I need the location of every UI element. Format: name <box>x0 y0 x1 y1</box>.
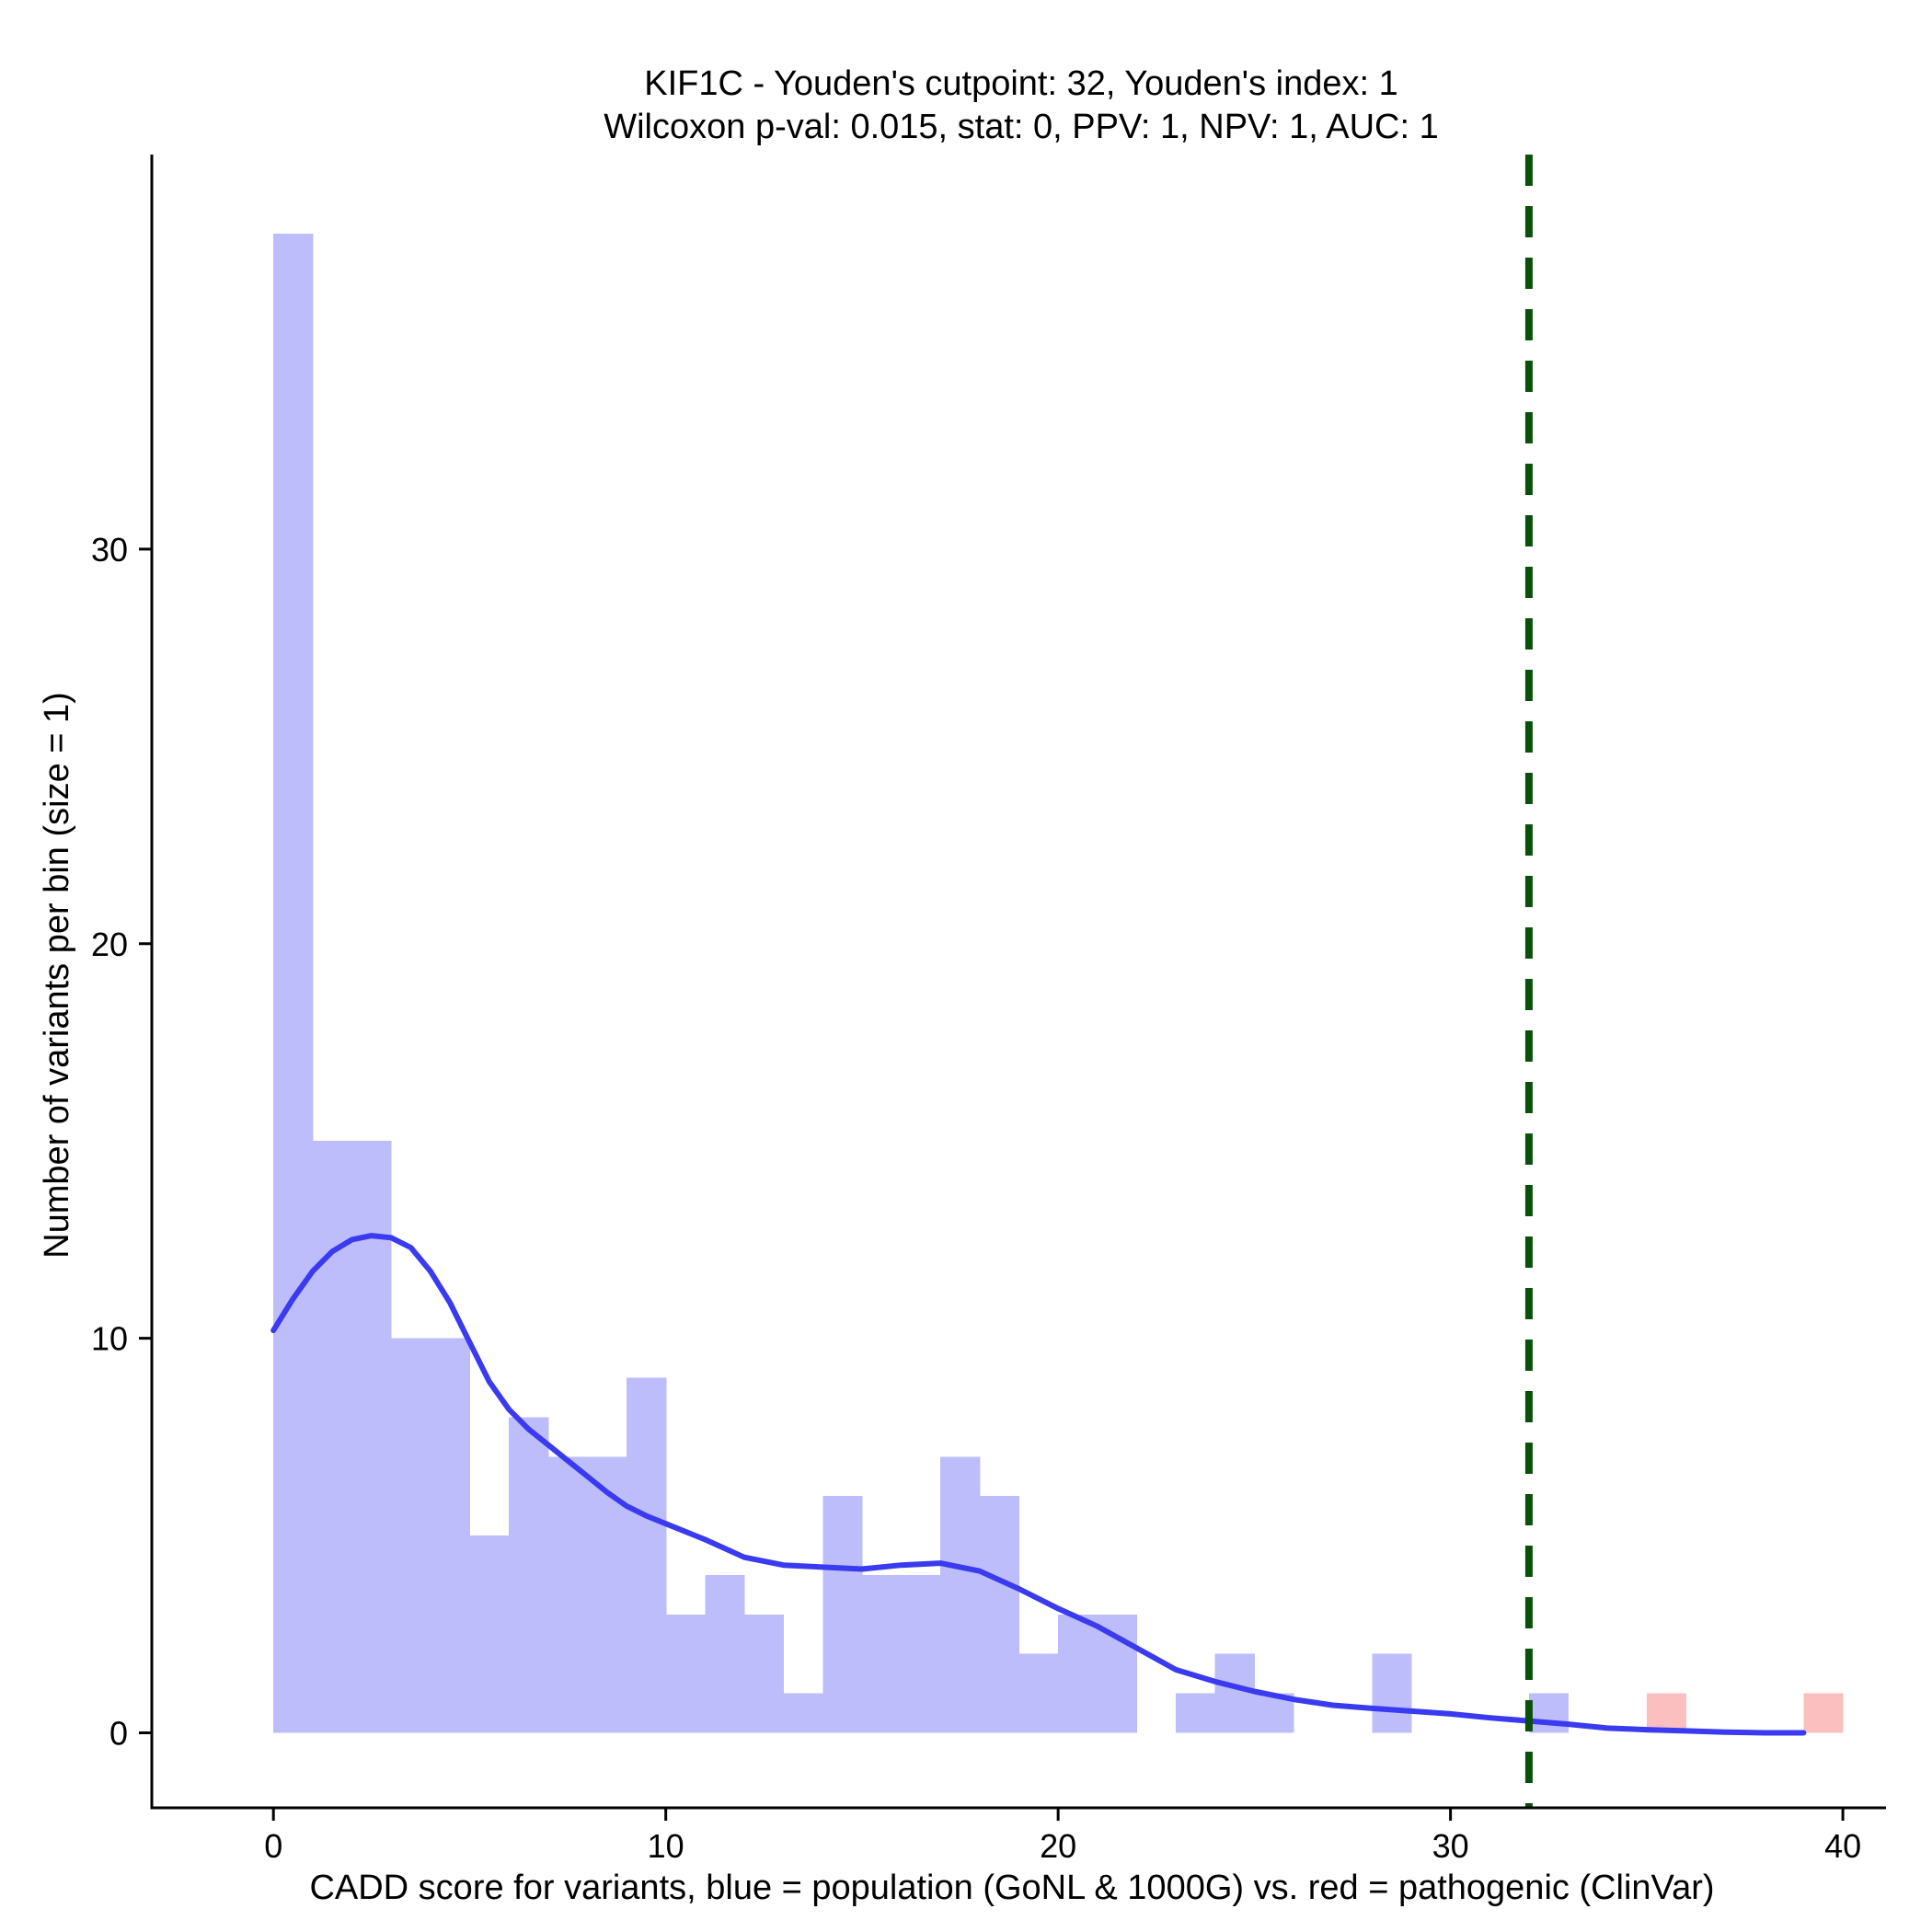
pathogenic-bar-35 <box>1646 1693 1687 1733</box>
population-bar-7 <box>547 1456 588 1733</box>
population-bar-2 <box>351 1141 392 1733</box>
x-axis-label: CADD score for variants, blue = populati… <box>309 1869 1714 1907</box>
y-tick-label-30: 30 <box>91 531 128 569</box>
pathogenic-bar-39 <box>1803 1693 1844 1733</box>
y-tick-label-20: 20 <box>91 926 128 963</box>
population-bar-6 <box>509 1417 549 1733</box>
population-bar-12 <box>743 1614 785 1733</box>
population-bar-14 <box>822 1496 863 1733</box>
population-bar-20 <box>1058 1614 1098 1733</box>
x-tick-label-10: 10 <box>648 1827 684 1865</box>
y-axis-label: Number of variants per bin (size = 1) <box>38 692 76 1259</box>
population-bar-9 <box>627 1377 667 1733</box>
population-bar-15 <box>861 1574 903 1733</box>
x-tick-label-30: 30 <box>1432 1827 1469 1865</box>
y-tick-label-0: 0 <box>109 1715 128 1753</box>
axes: 0 10 20 30 0 10 20 30 40 <box>91 155 1886 1865</box>
population-bar-4 <box>430 1338 471 1733</box>
x-tick-label-40: 40 <box>1824 1827 1861 1865</box>
y-tick-label-10: 10 <box>91 1320 128 1358</box>
histogram-bars <box>273 233 1844 1733</box>
density-curve-layer <box>270 1233 1807 1736</box>
population-bar-24 <box>1214 1653 1255 1733</box>
population-bar-8 <box>587 1456 627 1733</box>
population-bar-3 <box>391 1338 431 1733</box>
population-bar-17 <box>940 1456 981 1733</box>
population-bar-18 <box>979 1496 1020 1733</box>
density-curve <box>270 1233 1807 1736</box>
population-bar-5 <box>469 1535 510 1733</box>
x-tick-label-20: 20 <box>1040 1827 1076 1865</box>
population-bar-32 <box>1528 1693 1570 1733</box>
population-bar-28 <box>1372 1653 1412 1733</box>
chart-title-line-2: Wilcoxon p-val: 0.015, stat: 0, PPV: 1, … <box>604 108 1438 146</box>
x-tick-label-0: 0 <box>264 1827 282 1865</box>
population-bar-1 <box>312 1141 353 1733</box>
population-bar-23 <box>1176 1693 1216 1733</box>
population-bar-0 <box>273 233 314 1733</box>
population-bar-13 <box>783 1693 823 1733</box>
chart-title-line-1: KIF1C - Youden's cutpoint: 32, Youden's … <box>644 64 1397 103</box>
population-bar-19 <box>1018 1653 1059 1733</box>
population-bar-16 <box>901 1574 941 1733</box>
population-bar-11 <box>705 1574 745 1733</box>
population-bar-10 <box>665 1614 706 1733</box>
